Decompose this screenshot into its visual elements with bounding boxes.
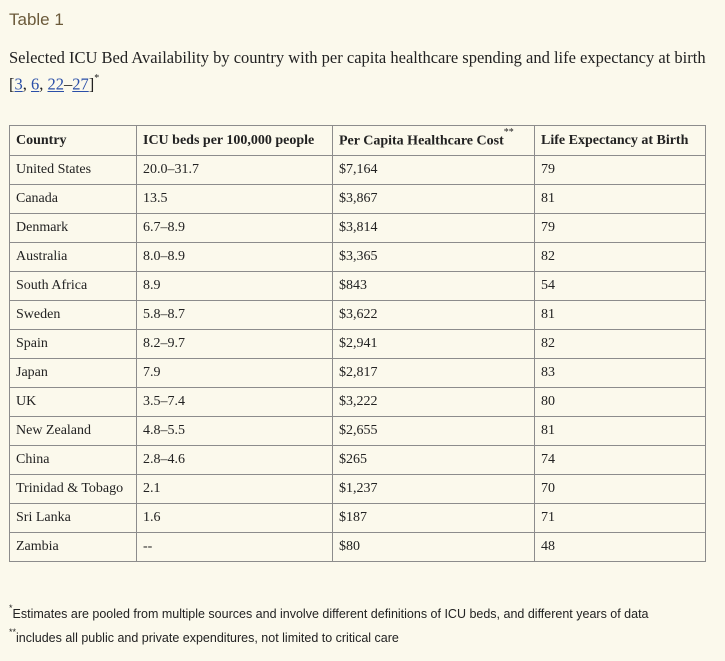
cell-icu-beds: 20.0–31.7: [136, 155, 333, 185]
table-row: Australia 8.0–8.9 $3,365 82: [9, 242, 706, 272]
cell-country: UK: [9, 387, 137, 417]
caption-separator: ,: [39, 74, 48, 94]
table-row: Denmark 6.7–8.9 $3,814 79: [9, 213, 706, 243]
header-icu-beds: ICU beds per 100,000 people: [136, 125, 333, 156]
cell-healthcare-cost: $80: [332, 532, 535, 562]
cell-icu-beds: 8.0–8.9: [136, 242, 333, 272]
table-header-row: Country ICU beds per 100,000 people Per …: [9, 125, 706, 156]
cell-life-expectancy: 82: [534, 329, 706, 359]
cell-country: Spain: [9, 329, 137, 359]
cell-healthcare-cost: $3,814: [332, 213, 535, 243]
cell-icu-beds: --: [136, 532, 333, 562]
cell-icu-beds: 4.8–5.5: [136, 416, 333, 446]
cell-country: Trinidad & Tobago: [9, 474, 137, 504]
cell-life-expectancy: 82: [534, 242, 706, 272]
table-row: Sweden 5.8–8.7 $3,622 81: [9, 300, 706, 330]
cell-healthcare-cost: $1,237: [332, 474, 535, 504]
cell-life-expectancy: 70: [534, 474, 706, 504]
cell-life-expectancy: 81: [534, 300, 706, 330]
cell-healthcare-cost: $2,655: [332, 416, 535, 446]
cell-healthcare-cost: $3,222: [332, 387, 535, 417]
table-row: UK 3.5–7.4 $3,222 80: [9, 387, 706, 417]
cell-life-expectancy: 79: [534, 155, 706, 185]
cell-healthcare-cost: $843: [332, 271, 535, 301]
cell-healthcare-cost: $3,867: [332, 184, 535, 214]
cell-icu-beds: 2.8–4.6: [136, 445, 333, 475]
table-row: Trinidad & Tobago 2.1 $1,237 70: [9, 474, 706, 504]
cell-life-expectancy: 48: [534, 532, 706, 562]
reference-link-22[interactable]: 22: [47, 74, 65, 94]
table-row: United States 20.0–31.7 $7,164 79: [9, 155, 706, 185]
table-caption: Selected ICU Bed Availability by country…: [9, 46, 719, 96]
cell-country: Zambia: [9, 532, 137, 562]
table-row: Sri Lanka 1.6 $187 71: [9, 503, 706, 533]
cell-life-expectancy: 54: [534, 271, 706, 301]
cell-healthcare-cost: $3,365: [332, 242, 535, 272]
table-row: Japan 7.9 $2,817 83: [9, 358, 706, 388]
footnote-marker: *: [9, 603, 13, 613]
cell-life-expectancy: 81: [534, 184, 706, 214]
header-country: Country: [9, 125, 137, 156]
cell-country: United States: [9, 155, 137, 185]
table-row: Spain 8.2–9.7 $2,941 82: [9, 329, 706, 359]
footnote-marker: **: [9, 627, 17, 638]
cell-country: Canada: [9, 184, 137, 214]
cell-icu-beds: 2.1: [136, 474, 333, 504]
cell-icu-beds: 8.9: [136, 271, 333, 301]
cell-healthcare-cost: $265: [332, 445, 535, 475]
cell-icu-beds: 7.9: [136, 358, 333, 388]
cell-country: Sri Lanka: [9, 503, 137, 533]
caption-separator: ,: [22, 74, 31, 94]
footnote-text: Estimates are pooled from multiple sourc…: [12, 607, 649, 622]
footnote-2: **includes all public and private expend…: [9, 624, 649, 648]
cell-country: Japan: [9, 358, 137, 388]
cell-healthcare-cost: $3,622: [332, 300, 535, 330]
header-footnote-marker: **: [503, 127, 514, 139]
table-row: New Zealand 4.8–5.5 $2,655 81: [9, 416, 706, 446]
cell-life-expectancy: 79: [534, 213, 706, 243]
table-row: Zambia -- $80 48: [9, 532, 706, 562]
cell-healthcare-cost: $2,941: [332, 329, 535, 359]
caption-range-separator: –: [64, 74, 73, 94]
cell-country: Denmark: [9, 213, 137, 243]
cell-country: Sweden: [9, 300, 137, 330]
footnote-1: *Estimates are pooled from multiple sour…: [9, 600, 649, 624]
header-life-expectancy: Life Expectancy at Birth: [534, 125, 706, 156]
table-row: Canada 13.5 $3,867 81: [9, 184, 706, 214]
reference-link-27[interactable]: 27: [72, 74, 89, 94]
reference-link-3[interactable]: 3: [14, 74, 23, 94]
footnote-text: includes all public and private expendit…: [16, 631, 399, 646]
footnotes: *Estimates are pooled from multiple sour…: [9, 600, 649, 648]
cell-healthcare-cost: $2,817: [332, 358, 535, 388]
cell-healthcare-cost: $187: [332, 503, 535, 533]
cell-country: Australia: [9, 242, 137, 272]
cell-icu-beds: 8.2–9.7: [136, 329, 333, 359]
cell-icu-beds: 5.8–8.7: [136, 300, 333, 330]
cell-life-expectancy: 83: [534, 358, 706, 388]
cell-icu-beds: 13.5: [136, 184, 333, 214]
caption-close-bracket: ]: [88, 74, 95, 94]
table-row: South Africa 8.9 $843 54: [9, 271, 706, 301]
cell-life-expectancy: 74: [534, 445, 706, 475]
icu-bed-table: Country ICU beds per 100,000 people Per …: [9, 125, 706, 562]
caption-footnote-marker: *: [94, 73, 100, 84]
cell-life-expectancy: 71: [534, 503, 706, 533]
cell-healthcare-cost: $7,164: [332, 155, 535, 185]
cell-icu-beds: 3.5–7.4: [136, 387, 333, 417]
cell-icu-beds: 6.7–8.9: [136, 213, 333, 243]
cell-icu-beds: 1.6: [136, 503, 333, 533]
table-label: Table 1: [9, 10, 64, 29]
header-healthcare-cost: Per Capita Healthcare Cost**: [332, 125, 535, 156]
cell-life-expectancy: 81: [534, 416, 706, 446]
table-container: Country ICU beds per 100,000 people Per …: [9, 125, 706, 562]
table-row: China 2.8–4.6 $265 74: [9, 445, 706, 475]
reference-link-6[interactable]: 6: [31, 74, 40, 94]
cell-country: China: [9, 445, 137, 475]
cell-life-expectancy: 80: [534, 387, 706, 417]
cell-country: South Africa: [9, 271, 137, 301]
cell-country: New Zealand: [9, 416, 137, 446]
caption-text: Selected ICU Bed Availability by country…: [9, 48, 706, 94]
